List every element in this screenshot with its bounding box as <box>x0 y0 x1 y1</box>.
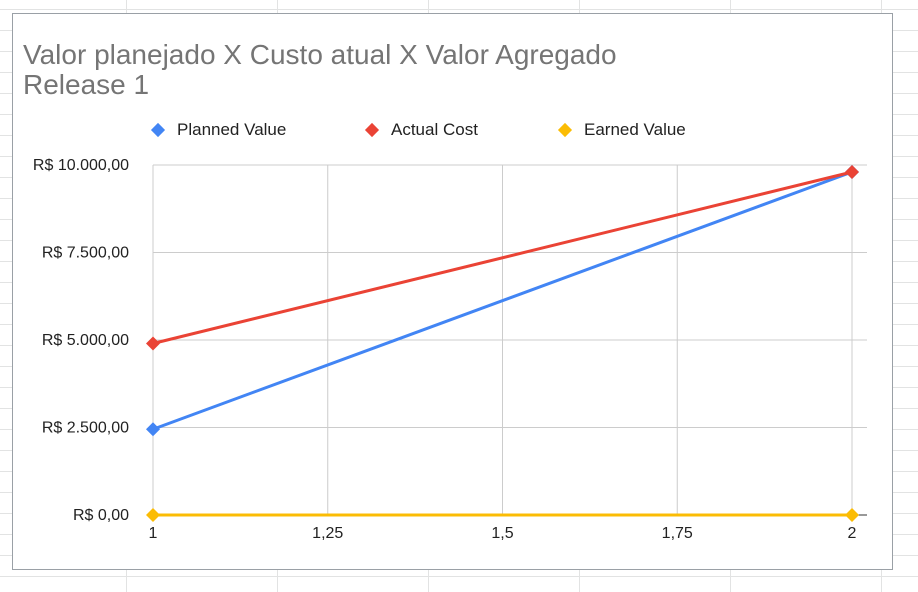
data-point-actual-cost <box>845 165 859 179</box>
data-point-actual-cost <box>146 336 160 351</box>
y-tick-label: R$ 7.500,00 <box>42 245 129 262</box>
legend-item-earned-value: Earned Value <box>557 118 686 142</box>
chart-container[interactable]: Valor planejado X Custo atual X Valor Ag… <box>12 13 893 570</box>
data-point-earned-value <box>845 508 859 522</box>
series-line-actual-cost <box>152 170 853 345</box>
x-tick-label: 1,75 <box>662 525 693 542</box>
y-tick-label: R$ 2.500,00 <box>42 420 129 437</box>
y-tick-label: R$ 5.000,00 <box>42 332 129 349</box>
x-tick-label: 2 <box>848 525 857 542</box>
x-tick-label: 1 <box>149 525 158 542</box>
chart-legend: Planned Value Actual Cost Earned Value <box>13 118 892 142</box>
data-point-earned-value <box>146 508 160 522</box>
x-tick-label: 1,25 <box>312 525 343 542</box>
series-line-planned-value <box>152 170 853 431</box>
legend-item-planned-value: Planned Value <box>150 118 287 142</box>
legend-label-earned-value: Earned Value <box>584 120 686 139</box>
legend-label-planned-value: Planned Value <box>177 120 287 139</box>
legend-label-actual-cost: Actual Cost <box>391 120 478 139</box>
y-tick-label: R$ 0,00 <box>73 507 129 524</box>
chart-plot-area: R$ 0,00 R$ 2.500,00 R$ 5.000,00 R$ 7.500,00… <box>33 157 867 542</box>
y-tick-label: R$ 10.000,00 <box>33 157 129 174</box>
chart-title-line-1: Valor planejado X Custo atual X Valor Ag… <box>23 39 617 70</box>
legend-item-actual-cost: Actual Cost <box>364 118 478 142</box>
x-tick-label: 1,5 <box>491 525 513 542</box>
chart-title-line-2: Release 1 <box>23 69 150 100</box>
data-point-planned-value <box>146 422 160 437</box>
chart-title: Valor planejado X Custo atual X Valor Ag… <box>23 40 617 100</box>
